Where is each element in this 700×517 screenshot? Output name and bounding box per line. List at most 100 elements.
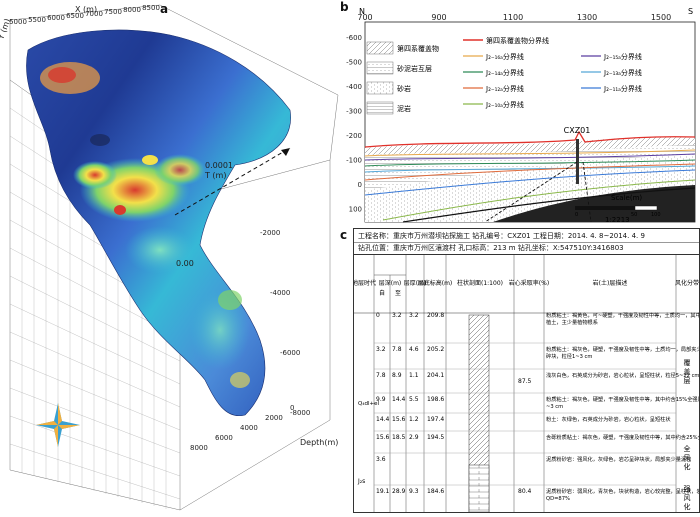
legend-line-label: J₂₋₁₁ₐ分界线 — [603, 84, 642, 93]
y-tick-a: -8000 — [290, 409, 310, 417]
left-tick-b: 100 — [349, 206, 362, 214]
log-depth-from: 3.6 — [376, 456, 386, 463]
y-tick-a: -6000 — [280, 349, 300, 357]
legend-lines: 第四系覆盖物分界线 J₂₋₁₆ₐ分界线 J₂₋₁₅ₐ分界线 J₂₋₁₄ₐ分界线 J₂₋… — [463, 36, 642, 109]
compass-north: N — [359, 7, 365, 16]
log-description: 粉质粘土：褐灰色，硬塑，干强度及韧性中等，土质均一，局部夹少量全强风化砂岩碎屑、 — [546, 345, 699, 353]
log-core-rate-1: 87.5 — [518, 378, 532, 385]
log-weather-zone-char: 覆 — [684, 359, 691, 367]
section-arrow — [174, 147, 291, 216]
panel-b-label: b — [340, 0, 349, 14]
leader-line-2 — [582, 161, 592, 223]
log-depth-to: 8.9 — [392, 372, 402, 379]
compass-south: S — [688, 7, 693, 16]
log-depth-to: 7.8 — [392, 346, 402, 353]
log-description: 粉质粘土：褐灰色，硬塑，干强度及韧性中等，其中约含15%全强风化砂岩碎屑，粒径1 — [546, 395, 699, 403]
left-tick-b: -100 — [346, 157, 362, 165]
depth-tick-a: 8000 — [190, 444, 208, 452]
boundary-lines — [364, 130, 696, 223]
x-tick-a: 6500 — [66, 12, 84, 20]
x-tick-a: 5000 — [9, 18, 27, 26]
small-label-3: 0.00 — [176, 259, 194, 268]
log-depth-from: 15.6 — [376, 434, 390, 441]
scale-tick-0: 0 — [575, 212, 578, 218]
scale-bar: Scale(m) 0 50 100 1:2213 — [575, 194, 661, 224]
log-col-header: 地层时代 — [354, 279, 376, 287]
legend-line-label: J₂₋₁₃ₐ分界线 — [603, 68, 642, 77]
log-col-header: 层底标高(m) — [418, 279, 453, 287]
top-tick-b: 1300 — [577, 13, 597, 22]
compass-star-icon — [36, 403, 80, 447]
log-depth-from: 14.4 — [376, 416, 390, 423]
x-tick-a: 6000 — [47, 14, 65, 22]
log-row-project: 工程名称：重庆市万州潜坝钻探施工 钻孔编号：CXZ01 工程日期：2014. 4… — [354, 231, 699, 243]
left-tick-b: -500 — [346, 59, 362, 67]
log-weather-zone-char: 盖 — [684, 367, 691, 376]
panel-c-label: c — [340, 228, 348, 242]
axis-x-label: X (m) — [75, 5, 97, 14]
arrow-head — [281, 148, 290, 156]
log-weather-zone-char: 层 — [684, 377, 691, 385]
log-description-cont: ~3 cm — [546, 404, 563, 410]
log-thickness: 5.5 — [409, 396, 419, 403]
borehole-label: CXZ01 — [564, 126, 591, 135]
legend-line-label: J₂₋₁₅ₐ分界线 — [603, 52, 642, 61]
log-col-header: 岩心采取率(%) — [509, 279, 549, 287]
log-weather-zone-char: 全 — [684, 444, 691, 453]
top-tick-b: 1500 — [651, 13, 671, 22]
log-thickness: 4.6 — [409, 346, 419, 353]
log-col-header: 柱状剖面(1:100) — [457, 279, 503, 287]
scale-ratio: 1:2213 — [605, 216, 630, 224]
log-depth-from: 7.8 — [376, 372, 386, 379]
log-stratum-j: J₂s — [357, 478, 365, 485]
y-tick-a: -4000 — [270, 289, 290, 297]
cross-section-plot: 700 900 1100 1300 1500 -600 -500 -400 -300 -200 -… — [346, 7, 696, 224]
axis-depth-label: Depth(m) — [300, 438, 338, 447]
log-depth-to: 15.6 — [392, 416, 406, 423]
log-description: 含砾粉质粘土：褐灰色，硬塑，干强度及韧性中等，其中约含25%全强风化砂岩碎屑 — [546, 433, 699, 441]
small-label-2: T (m) — [204, 171, 226, 180]
log-elevation: 209.8 — [427, 312, 444, 319]
log-description: 泥质粉砂岩：强风化，灰绿色，岩芯呈碎块状，局部夹少量泥岩 — [546, 455, 691, 463]
log-sub-header-to: 至 — [395, 290, 401, 297]
log-description-cont: 植土，主少量植物根系 — [546, 318, 598, 326]
log-depth-from: 0 — [376, 312, 380, 319]
log-weather-zone-char: 化 — [684, 502, 691, 511]
depth-tick-a: 2000 — [265, 414, 283, 422]
log-elevation: 204.1 — [427, 372, 444, 379]
x-tick-a: 8000 — [123, 6, 141, 14]
log-depth-from: 3.2 — [376, 346, 386, 353]
leader-line — [484, 161, 578, 223]
small-label-1: 0.0001 — [205, 161, 233, 170]
log-thickness: 1.2 — [409, 416, 419, 423]
log-table: 工程名称：重庆市万州潜坝钻探施工 钻孔编号：CXZ01 工程日期：2014. 4… — [353, 228, 700, 513]
depth-tick-a: 0 — [290, 404, 294, 412]
log-weather-zone-char: 化 — [684, 462, 691, 471]
panel-a-label: a — [160, 2, 169, 16]
x-tick-a: 7000 — [85, 10, 103, 18]
log-sub-header-from: 自 — [379, 289, 385, 297]
legend-line-label: J₂₋₁₆ₐ分界线 — [485, 52, 524, 61]
log-description: 泥质粉砂岩：弱风化，青灰色，块状构造，岩心较完整，呈柱状，岩心采取率约82%，R — [546, 487, 699, 495]
axis-y-label: Y (m) — [0, 17, 12, 41]
top-tick-b: 1100 — [503, 13, 523, 22]
log-depth-from: 19.1 — [376, 488, 390, 495]
log-depth-from: 9.9 — [376, 396, 386, 403]
legend-left: 第四系覆盖物 砂泥岩互层 砂岩 泥岩 — [366, 41, 439, 115]
surface-colormap — [26, 29, 291, 417]
legend-line-label: J₂₋₁₄ₐ分界线 — [485, 68, 524, 77]
log-description-cont: 碎块，粒径1~3 cm — [546, 352, 592, 360]
log-elevation: 197.4 — [427, 416, 444, 423]
log-col-header: 层厚(m) — [404, 280, 427, 287]
top-tick-b: 900 — [431, 13, 446, 22]
x-tick-a: 5500 — [28, 16, 46, 24]
log-depth-to: 18.5 — [392, 434, 406, 441]
legend-sandstone: 砂岩 — [397, 84, 411, 93]
y-tick-a: -2000 — [260, 229, 280, 237]
log-col-header: 岩(土)层描述 — [593, 279, 628, 287]
legend-line-label: J₂₋₁₂ₐ分界线 — [485, 84, 524, 93]
depth-tick-a: 4000 — [240, 424, 258, 432]
log-thickness: 9.3 — [409, 488, 419, 495]
log-description: 粉土：灰绿色，石英成分为砂岩，岩心粒状，呈短柱状 — [546, 415, 671, 423]
panel-borehole-log: c 工程名称：重庆市万州潜坝钻探施工 钻孔编号：CXZ01 工程日期：2014.… — [340, 228, 700, 513]
